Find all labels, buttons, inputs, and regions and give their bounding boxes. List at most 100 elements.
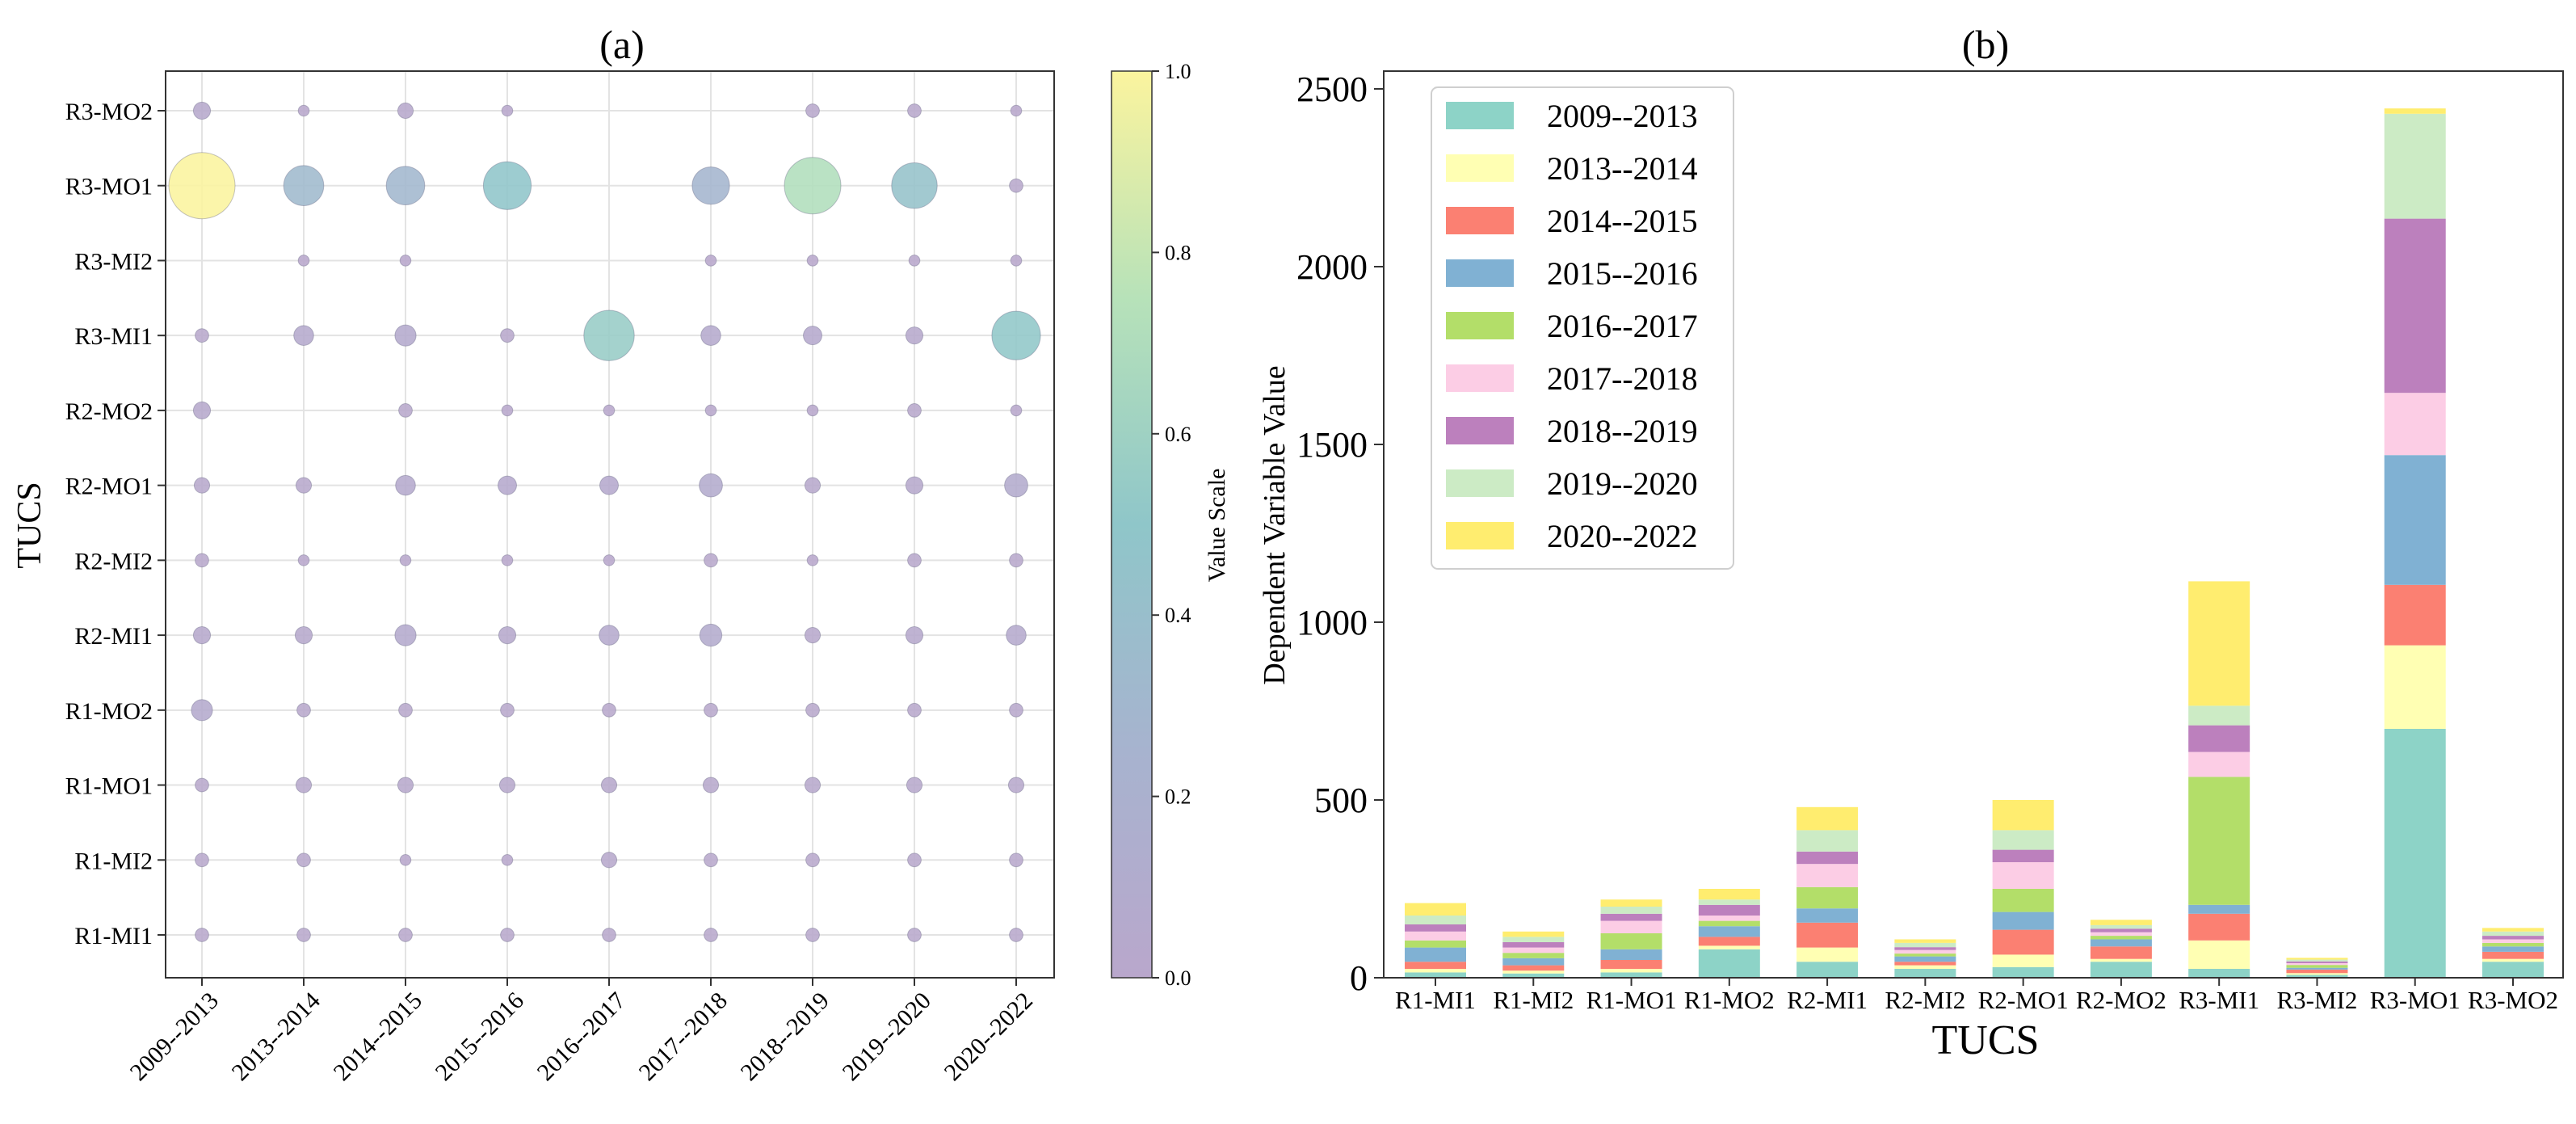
bar-segment: [2286, 962, 2348, 966]
bar-segment: [1894, 956, 1956, 962]
x-tick-label: 2013--2014: [227, 987, 326, 1086]
panel-b-y-tick-labels: 0 500 1000 1500 2000 2500: [1296, 69, 1384, 998]
bubble-point: [294, 625, 313, 645]
legend-label: 2015--2016: [1547, 255, 1698, 292]
bubble-point: [805, 852, 820, 868]
bubble-point: [906, 777, 923, 794]
bar-segment: [1894, 949, 1956, 954]
bar-segment: [1698, 920, 1760, 927]
legend-label: 2016--2017: [1547, 308, 1698, 344]
bar-segment: [1894, 962, 1956, 966]
bar-segment: [1796, 851, 1859, 865]
bar-segment: [1894, 965, 1956, 969]
bar-segment: [2482, 928, 2544, 932]
bubble-point: [1004, 473, 1028, 498]
bar-segment: [1600, 913, 1662, 921]
bubble-point: [704, 255, 717, 267]
bubble-point: [907, 553, 922, 568]
panel-b-title: (b): [1962, 22, 2009, 67]
y-tick-label: 500: [1314, 781, 1368, 820]
bar-segment: [1502, 973, 1565, 978]
bubble-point: [908, 255, 921, 267]
bar-segment: [2286, 958, 2348, 960]
x-tick-label: 2015--2016: [431, 987, 529, 1086]
bar-segment: [1894, 954, 1956, 957]
x-tick-label: R2-MO2: [2076, 986, 2166, 1014]
bar-segment: [1405, 916, 1466, 924]
bar-segment: [1992, 830, 2054, 850]
x-tick-label: R3-MI2: [2277, 986, 2358, 1014]
bar-segment: [2384, 113, 2446, 219]
bar-segment: [2188, 913, 2250, 941]
bubble-point: [907, 702, 922, 718]
bar-segment: [1502, 942, 1565, 948]
bar-segment: [1405, 962, 1466, 969]
bar-segment: [2482, 931, 2544, 937]
bar-segment: [1600, 899, 1662, 907]
bubble-point: [907, 403, 922, 418]
panel-b-x-tick-labels: R1-MI1 R1-MI2 R1-MO1 R1-MO2 R2-MI1 R2-MI2 R2-M…: [1395, 978, 2558, 1014]
y-tick-label: R1-MI1: [74, 923, 153, 949]
bar-segment: [2384, 729, 2446, 978]
bar-segment: [1405, 972, 1466, 978]
bar-segment: [1992, 911, 2054, 930]
bubble-point: [806, 554, 819, 566]
bubble-point: [501, 554, 514, 566]
bubble-point: [704, 404, 717, 417]
bubble-point: [905, 326, 924, 345]
bubble-point: [1009, 553, 1023, 568]
colorbar-tick-label: 0.0: [1165, 966, 1191, 990]
bar-segment: [1796, 947, 1859, 962]
bar-segment: [2188, 725, 2250, 752]
bar-segment: [2090, 946, 2152, 959]
x-tick-label: R2-MI2: [1885, 986, 1965, 1014]
bar-segment: [1698, 899, 1760, 905]
bar-segment: [1502, 947, 1565, 954]
bar-segment: [2286, 961, 2348, 963]
bar-segment: [2286, 967, 2348, 970]
bar-segment: [2482, 946, 2544, 952]
legend-label: 2014--2015: [1547, 203, 1698, 239]
bubble-point: [296, 928, 311, 942]
bar-segment: [1796, 962, 1859, 978]
bubble-point: [804, 626, 822, 644]
colorbar-label: Value Scale: [1204, 469, 1230, 583]
bar-segment: [2090, 958, 2152, 962]
bubble-point: [583, 309, 635, 361]
bubble-point: [699, 623, 723, 647]
bar-segment: [1796, 922, 1859, 948]
bar-segment: [1600, 920, 1662, 933]
bubble-point: [293, 325, 314, 346]
bar-segment: [2188, 777, 2250, 905]
bar-segment: [1894, 947, 1956, 950]
y-tick-label: R1-MO1: [65, 773, 153, 800]
x-tick-label: 2016--2017: [532, 987, 631, 1086]
bubble-point: [395, 474, 416, 496]
bar-segment: [2286, 969, 2348, 974]
bar-segment: [2188, 705, 2250, 726]
legend-swatch: [1446, 469, 1514, 497]
x-tick-label: 2018--2019: [736, 987, 834, 1086]
bubble-point: [702, 777, 720, 794]
bubble-point: [500, 328, 515, 343]
x-tick-label: R2-MO1: [1978, 986, 2069, 1014]
bubble-point: [704, 928, 718, 942]
bubble-point: [296, 852, 311, 868]
bubble-point: [1010, 255, 1023, 267]
bubble-point: [600, 852, 618, 869]
bar-segment: [2188, 581, 2250, 706]
bubble-point: [907, 103, 922, 118]
bar-segment: [2384, 455, 2446, 585]
panel-a-x-tick-labels: 2009--2013 2013--2014 2014--2015 2015--2016…: [125, 978, 1038, 1086]
colorbar-tick-label: 0.2: [1165, 785, 1191, 809]
bar-segment: [1992, 889, 2054, 912]
bar-segment: [1992, 929, 2054, 955]
bubble-point: [784, 157, 842, 215]
bubble-point: [195, 777, 209, 793]
bubble-point: [394, 624, 417, 646]
bar-segment: [2090, 920, 2152, 925]
x-tick-label: R2-MI1: [1787, 986, 1868, 1014]
bar-segment: [1405, 940, 1466, 948]
legend-swatch: [1446, 207, 1514, 234]
bar-segment: [1502, 937, 1565, 942]
